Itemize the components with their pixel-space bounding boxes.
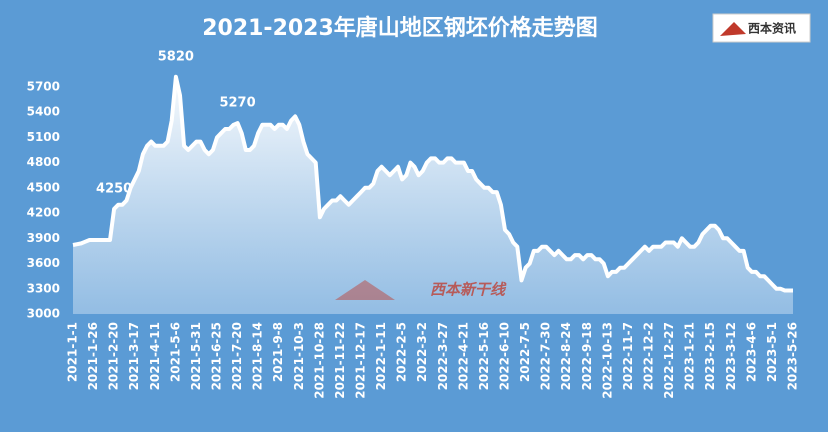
x-tick-label: 2021-3-17	[127, 322, 141, 390]
y-tick-label: 4500	[27, 180, 60, 194]
x-tick-label: 2022-3-27	[436, 322, 450, 390]
x-tick-label: 2021-10-28	[312, 322, 326, 399]
x-tick-label: 2021-9-8	[271, 322, 285, 382]
x-tick-label: 2021-1-26	[86, 322, 100, 390]
x-tick-label: 2022-1-11	[374, 322, 388, 390]
y-tick-label: 4200	[27, 206, 60, 220]
logo-icon	[720, 22, 746, 36]
x-tick-label: 2023-3-12	[724, 322, 738, 390]
x-tick-label: 2021-5-31	[189, 322, 203, 390]
y-tick-label: 3300	[27, 281, 60, 295]
x-tick-label: 2023-1-21	[683, 322, 697, 390]
y-tick-label: 5400	[27, 105, 60, 119]
area	[73, 76, 793, 314]
y-tick-label: 5100	[27, 130, 60, 144]
x-tick-label: 2022-12-27	[662, 322, 676, 399]
x-tick-label: 2021-4-11	[148, 322, 162, 390]
data-label: 5270	[219, 96, 255, 111]
watermark-icon	[335, 280, 395, 300]
data-label: 5820	[158, 49, 194, 64]
x-tick-label: 2023-4-6	[744, 322, 758, 382]
x-tick-label: 2023-2-15	[703, 322, 717, 390]
watermark-text: 西本新干线	[430, 281, 507, 299]
x-tick-label: 2022-12-2	[642, 322, 656, 390]
x-tick-label: 2023-5-26	[786, 322, 800, 390]
x-tick-label: 2022-8-24	[559, 322, 573, 390]
chart-title: 2021-2023年唐山地区钢坯价格走势图	[202, 15, 598, 41]
x-tick-label: 2022-5-16	[477, 322, 491, 390]
x-tick-label: 2021-2-20	[107, 322, 121, 390]
y-tick-label: 3000	[27, 307, 60, 321]
x-tick-label: 2022-3-2	[415, 322, 429, 382]
x-tick-label: 2022-9-18	[580, 322, 594, 390]
y-tick-label: 5700	[27, 79, 60, 93]
x-tick-label: 2021-5-6	[168, 322, 182, 382]
x-tick-label: 2022-4-21	[456, 322, 470, 390]
y-tick-label: 4800	[27, 155, 60, 169]
x-tick-label: 2022-2-5	[395, 322, 409, 382]
x-tick-label: 2021-10-3	[292, 322, 306, 390]
y-tick-label: 3900	[27, 231, 60, 245]
line	[72, 74, 793, 293]
x-tick-label: 2021-6-25	[210, 322, 224, 390]
x-tick-label: 2021-11-22	[333, 322, 347, 399]
x-tick-label: 2022-11-7	[621, 322, 635, 390]
data-label: 4250	[96, 181, 132, 196]
logo-text: 西本资讯	[748, 21, 796, 36]
x-tick-label: 2022-7-5	[518, 322, 532, 382]
y-tick-label: 3600	[27, 256, 60, 270]
x-tick-label: 2021-1-1	[66, 322, 80, 382]
plot: 3000 3300 3600 3900 4200 4500 4800 5100 5400 5700…	[27, 49, 800, 398]
x-tick-label: 2021-7-20	[230, 322, 244, 390]
x-tick-label: 2022-6-10	[498, 322, 512, 390]
x-tick-label: 2021-12-17	[354, 322, 368, 399]
watermark: 西本新干线	[335, 280, 507, 300]
logo: 西本资讯	[712, 13, 811, 43]
x-tick-label: 2021-8-14	[251, 322, 265, 390]
x-tick-label: 2023-5-1	[765, 322, 779, 382]
x-tick-label: 2022-10-13	[600, 322, 614, 399]
x-tick-label: 2022-7-30	[539, 322, 553, 390]
